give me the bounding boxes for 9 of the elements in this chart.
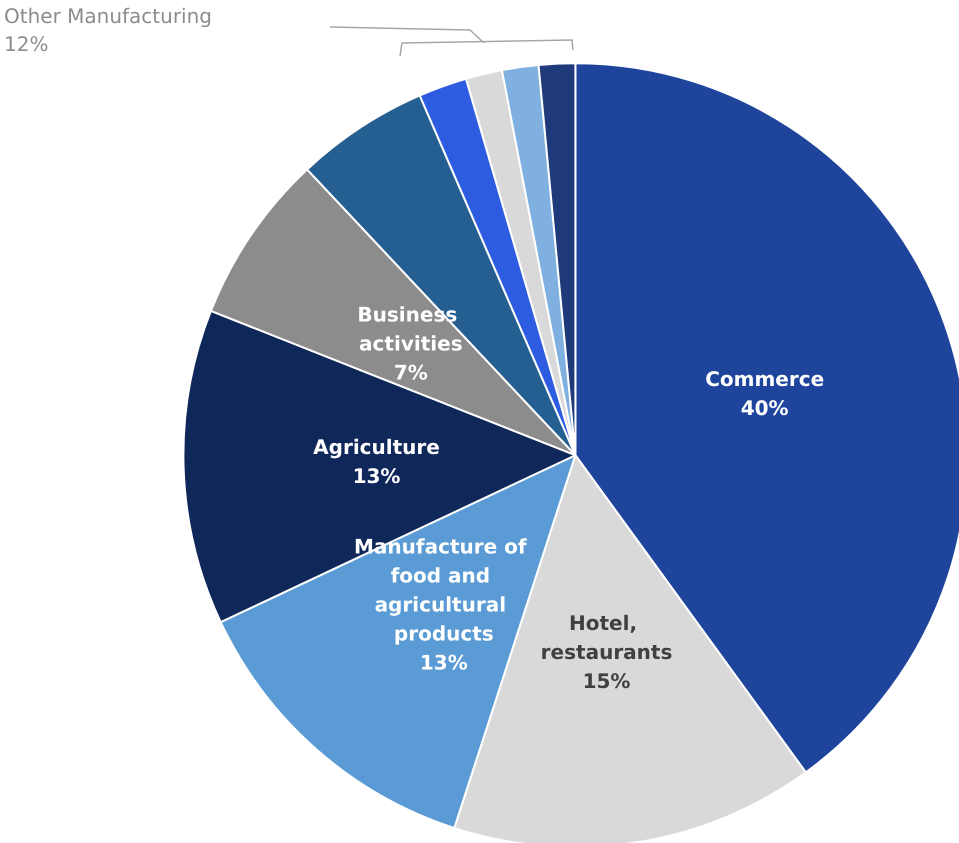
- data-label: 13%: [420, 650, 468, 674]
- data-label: 15%: [582, 668, 630, 693]
- data-label: 40%: [740, 396, 789, 420]
- slice-label: Agriculture: [313, 434, 440, 459]
- data-label: 13%: [352, 464, 400, 488]
- text: Other Manufacturing 12%: [4, 3, 212, 58]
- slice-label: Commerce: [705, 367, 824, 392]
- slice-label: Hotel, restaurants: [540, 610, 672, 664]
- data-label: 7%: [394, 360, 428, 384]
